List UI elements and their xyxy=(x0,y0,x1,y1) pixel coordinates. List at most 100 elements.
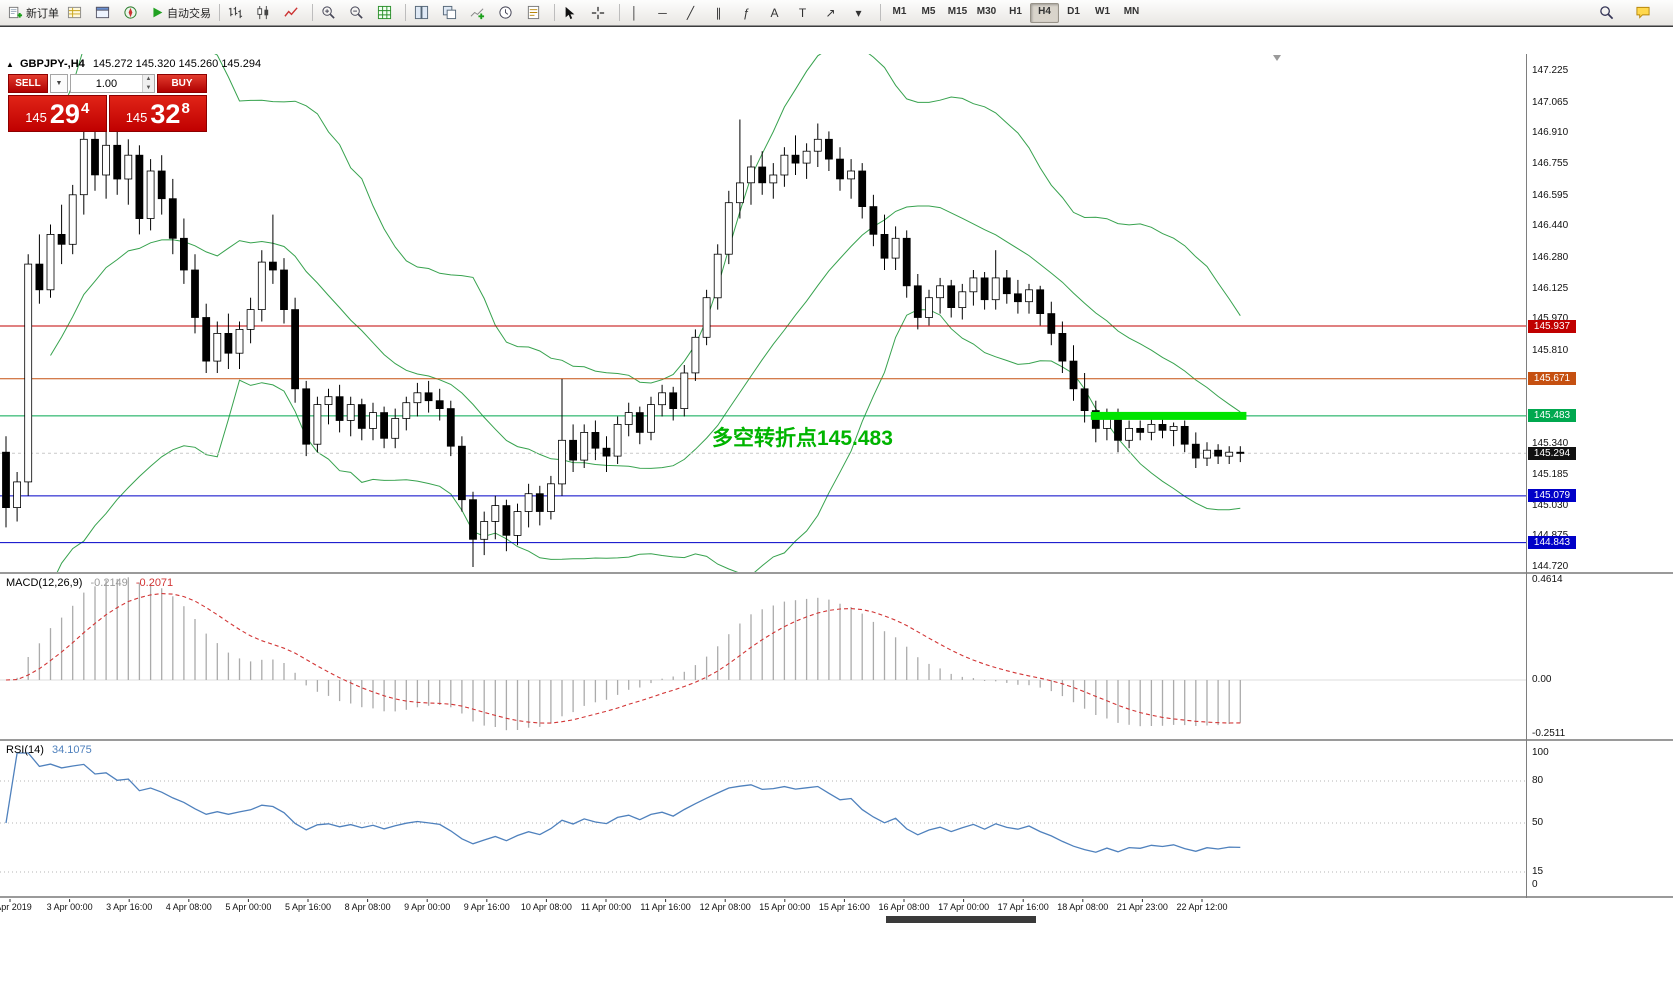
symbol-period-label: GBPJPY-,H4 xyxy=(19,58,85,70)
time-label: 15 Apr 00:00 xyxy=(759,902,811,912)
toolbar-separator xyxy=(880,4,881,21)
time-axis-separator xyxy=(0,896,1673,899)
candlestick-series xyxy=(2,119,1245,567)
time-label: 16 Apr 08:00 xyxy=(878,902,930,912)
chart-text-annotation[interactable]: 多空转折点145.483 xyxy=(712,427,893,450)
stepper-down-icon[interactable]: ▼ xyxy=(142,83,154,92)
autotrade-button[interactable]: 自动交易 xyxy=(147,2,215,24)
crosshair-icon[interactable] xyxy=(587,2,615,24)
price-tick: 145.185 xyxy=(1532,468,1569,480)
timeframe-button-m30[interactable]: M30 xyxy=(976,5,997,17)
horizontal-line-icon[interactable]: ─ xyxy=(658,5,667,20)
rsi-panel-separator[interactable] xyxy=(0,739,1673,742)
time-label: 17 Apr 16:00 xyxy=(997,902,1049,912)
rsi-axis-tick: 0 xyxy=(1532,879,1538,890)
toolbar-separator xyxy=(554,4,555,21)
price-axis[interactable]: 147.225 147.065 146.910 146.755 146.595 146.4… xyxy=(1527,54,1673,916)
price-tick: 147.225 xyxy=(1532,65,1569,76)
time-label: 9 Apr 16:00 xyxy=(463,902,510,912)
zoom-out-icon[interactable] xyxy=(345,2,373,24)
timeframe-button-mn[interactable]: MN xyxy=(1123,5,1140,17)
sell-button[interactable]: SELL xyxy=(8,74,48,93)
sell-price-frac: 4 xyxy=(80,100,90,117)
timeframe-button-h4[interactable]: H4 xyxy=(1030,2,1059,23)
price-tick: 145.970 xyxy=(1532,313,1568,324)
time-label: 17 Apr 00:00 xyxy=(938,902,990,912)
price-tick: 146.755 xyxy=(1532,158,1569,170)
macd-panel xyxy=(0,577,1526,731)
timeframe-button-d1[interactable]: D1 xyxy=(1067,5,1080,17)
sell-price-pips: 29 xyxy=(49,99,80,129)
price-tick: 145.340 xyxy=(1532,438,1569,450)
macd-axis-tick: 0.4614 xyxy=(1532,574,1563,585)
shapes-dropdown-icon[interactable]: ▾ xyxy=(855,5,862,20)
line-chart-icon[interactable] xyxy=(280,2,308,24)
search-icon[interactable] xyxy=(1595,2,1623,24)
navigator-icon[interactable] xyxy=(119,2,147,24)
chart-grid-icon[interactable] xyxy=(373,2,401,24)
bar-chart-icon[interactable] xyxy=(224,2,252,24)
macd-axis-tick: 0.00 xyxy=(1532,674,1552,685)
indicators-icon[interactable] xyxy=(466,2,494,24)
fibonacci-icon[interactable]: ƒ xyxy=(743,5,750,20)
new-order-button[interactable]: 新订单 xyxy=(4,2,63,24)
tile-windows-icon[interactable] xyxy=(410,2,438,24)
zoom-in-icon[interactable] xyxy=(317,2,345,24)
time-label: 4 Apr 08:00 xyxy=(165,902,212,912)
arrows-tool-icon[interactable]: ↗ xyxy=(825,5,836,20)
time-label: 3 Apr 00:00 xyxy=(46,902,93,912)
horizontal-scrollbar-thumb[interactable] xyxy=(886,916,1036,923)
macd-panel-separator[interactable] xyxy=(0,572,1673,575)
volume-input[interactable] xyxy=(71,75,142,92)
current-price-badge: 145.294 xyxy=(1528,446,1576,460)
toolbar-separator xyxy=(405,4,406,21)
stepper-up-icon[interactable]: ▲ xyxy=(142,75,154,84)
macd-label: MACD(12,26,9) -0.2149 -0.2071 xyxy=(6,577,174,589)
macd-main-value: -0.2149 xyxy=(90,577,128,589)
vertical-line-icon[interactable]: │ xyxy=(630,5,639,20)
timeframe-button-m15[interactable]: M15 xyxy=(947,5,968,17)
time-label: 11 Apr 00:00 xyxy=(580,902,632,912)
volume-stepper[interactable]: ▲ ▼ xyxy=(141,75,154,92)
cursor-icon[interactable] xyxy=(559,2,587,24)
time-label: 22 Apr 12:00 xyxy=(1176,902,1228,912)
templates-icon[interactable] xyxy=(522,2,550,24)
timeframe-button-m5[interactable]: M5 xyxy=(921,5,936,17)
time-label: 18 Apr 08:00 xyxy=(1057,902,1109,912)
order-type-dropdown[interactable]: ▼ xyxy=(50,74,68,93)
time-axis[interactable]: 2 Apr 2019 3 Apr 00:00 3 Apr 16:00 4 Apr 08… xyxy=(0,898,1527,915)
time-label: 10 Apr 08:00 xyxy=(520,902,572,912)
trendline-icon[interactable]: ╱ xyxy=(686,5,695,20)
price-tick: 144.875 xyxy=(1532,530,1568,541)
time-label: 15 Apr 16:00 xyxy=(818,902,870,912)
price-level-badge: 145.079 xyxy=(1528,489,1576,503)
collapse-arrow-icon[interactable]: ▲ xyxy=(6,60,14,69)
buy-price-main: 145 xyxy=(125,110,148,125)
equidistant-channel-icon[interactable]: ∥ xyxy=(715,5,722,20)
buy-price-pips: 32 xyxy=(150,99,181,129)
sell-price-button[interactable]: 145 29 4 xyxy=(8,95,107,132)
periods-icon[interactable] xyxy=(494,2,522,24)
price-tick: 146.595 xyxy=(1532,189,1569,201)
buy-price-button[interactable]: 145 32 8 xyxy=(108,95,207,132)
buy-button[interactable]: BUY xyxy=(157,74,207,93)
chat-icon[interactable] xyxy=(1631,2,1659,24)
label-tool-icon[interactable]: T xyxy=(798,5,807,20)
chart-window[interactable]: ▲ GBPJPY-,H4 145.272 145.320 145.260 145… xyxy=(0,27,1673,954)
candlestick-chart-icon[interactable] xyxy=(252,2,280,24)
timeframe-button-w1[interactable]: W1 xyxy=(1095,5,1110,17)
rsi-value: 34.1075 xyxy=(51,744,92,756)
sell-price-main: 145 xyxy=(25,110,47,125)
cascade-windows-icon[interactable] xyxy=(438,2,466,24)
timeframe-button-m1[interactable]: M1 xyxy=(892,5,907,17)
toolbar-right-icons xyxy=(1595,2,1669,24)
market-watch-icon[interactable] xyxy=(63,2,91,24)
text-tool-icon[interactable]: A xyxy=(770,5,779,20)
volume-field: ▲ ▼ xyxy=(70,74,155,93)
timeframe-button-h1[interactable]: H1 xyxy=(1009,5,1022,17)
time-label: 9 Apr 00:00 xyxy=(404,902,451,912)
ohlc-values: 145.272 145.320 145.260 145.294 xyxy=(92,58,262,70)
main-price-chart xyxy=(0,54,1526,572)
price-level-badge: 144.843 xyxy=(1528,536,1576,550)
data-window-icon[interactable] xyxy=(91,2,119,24)
